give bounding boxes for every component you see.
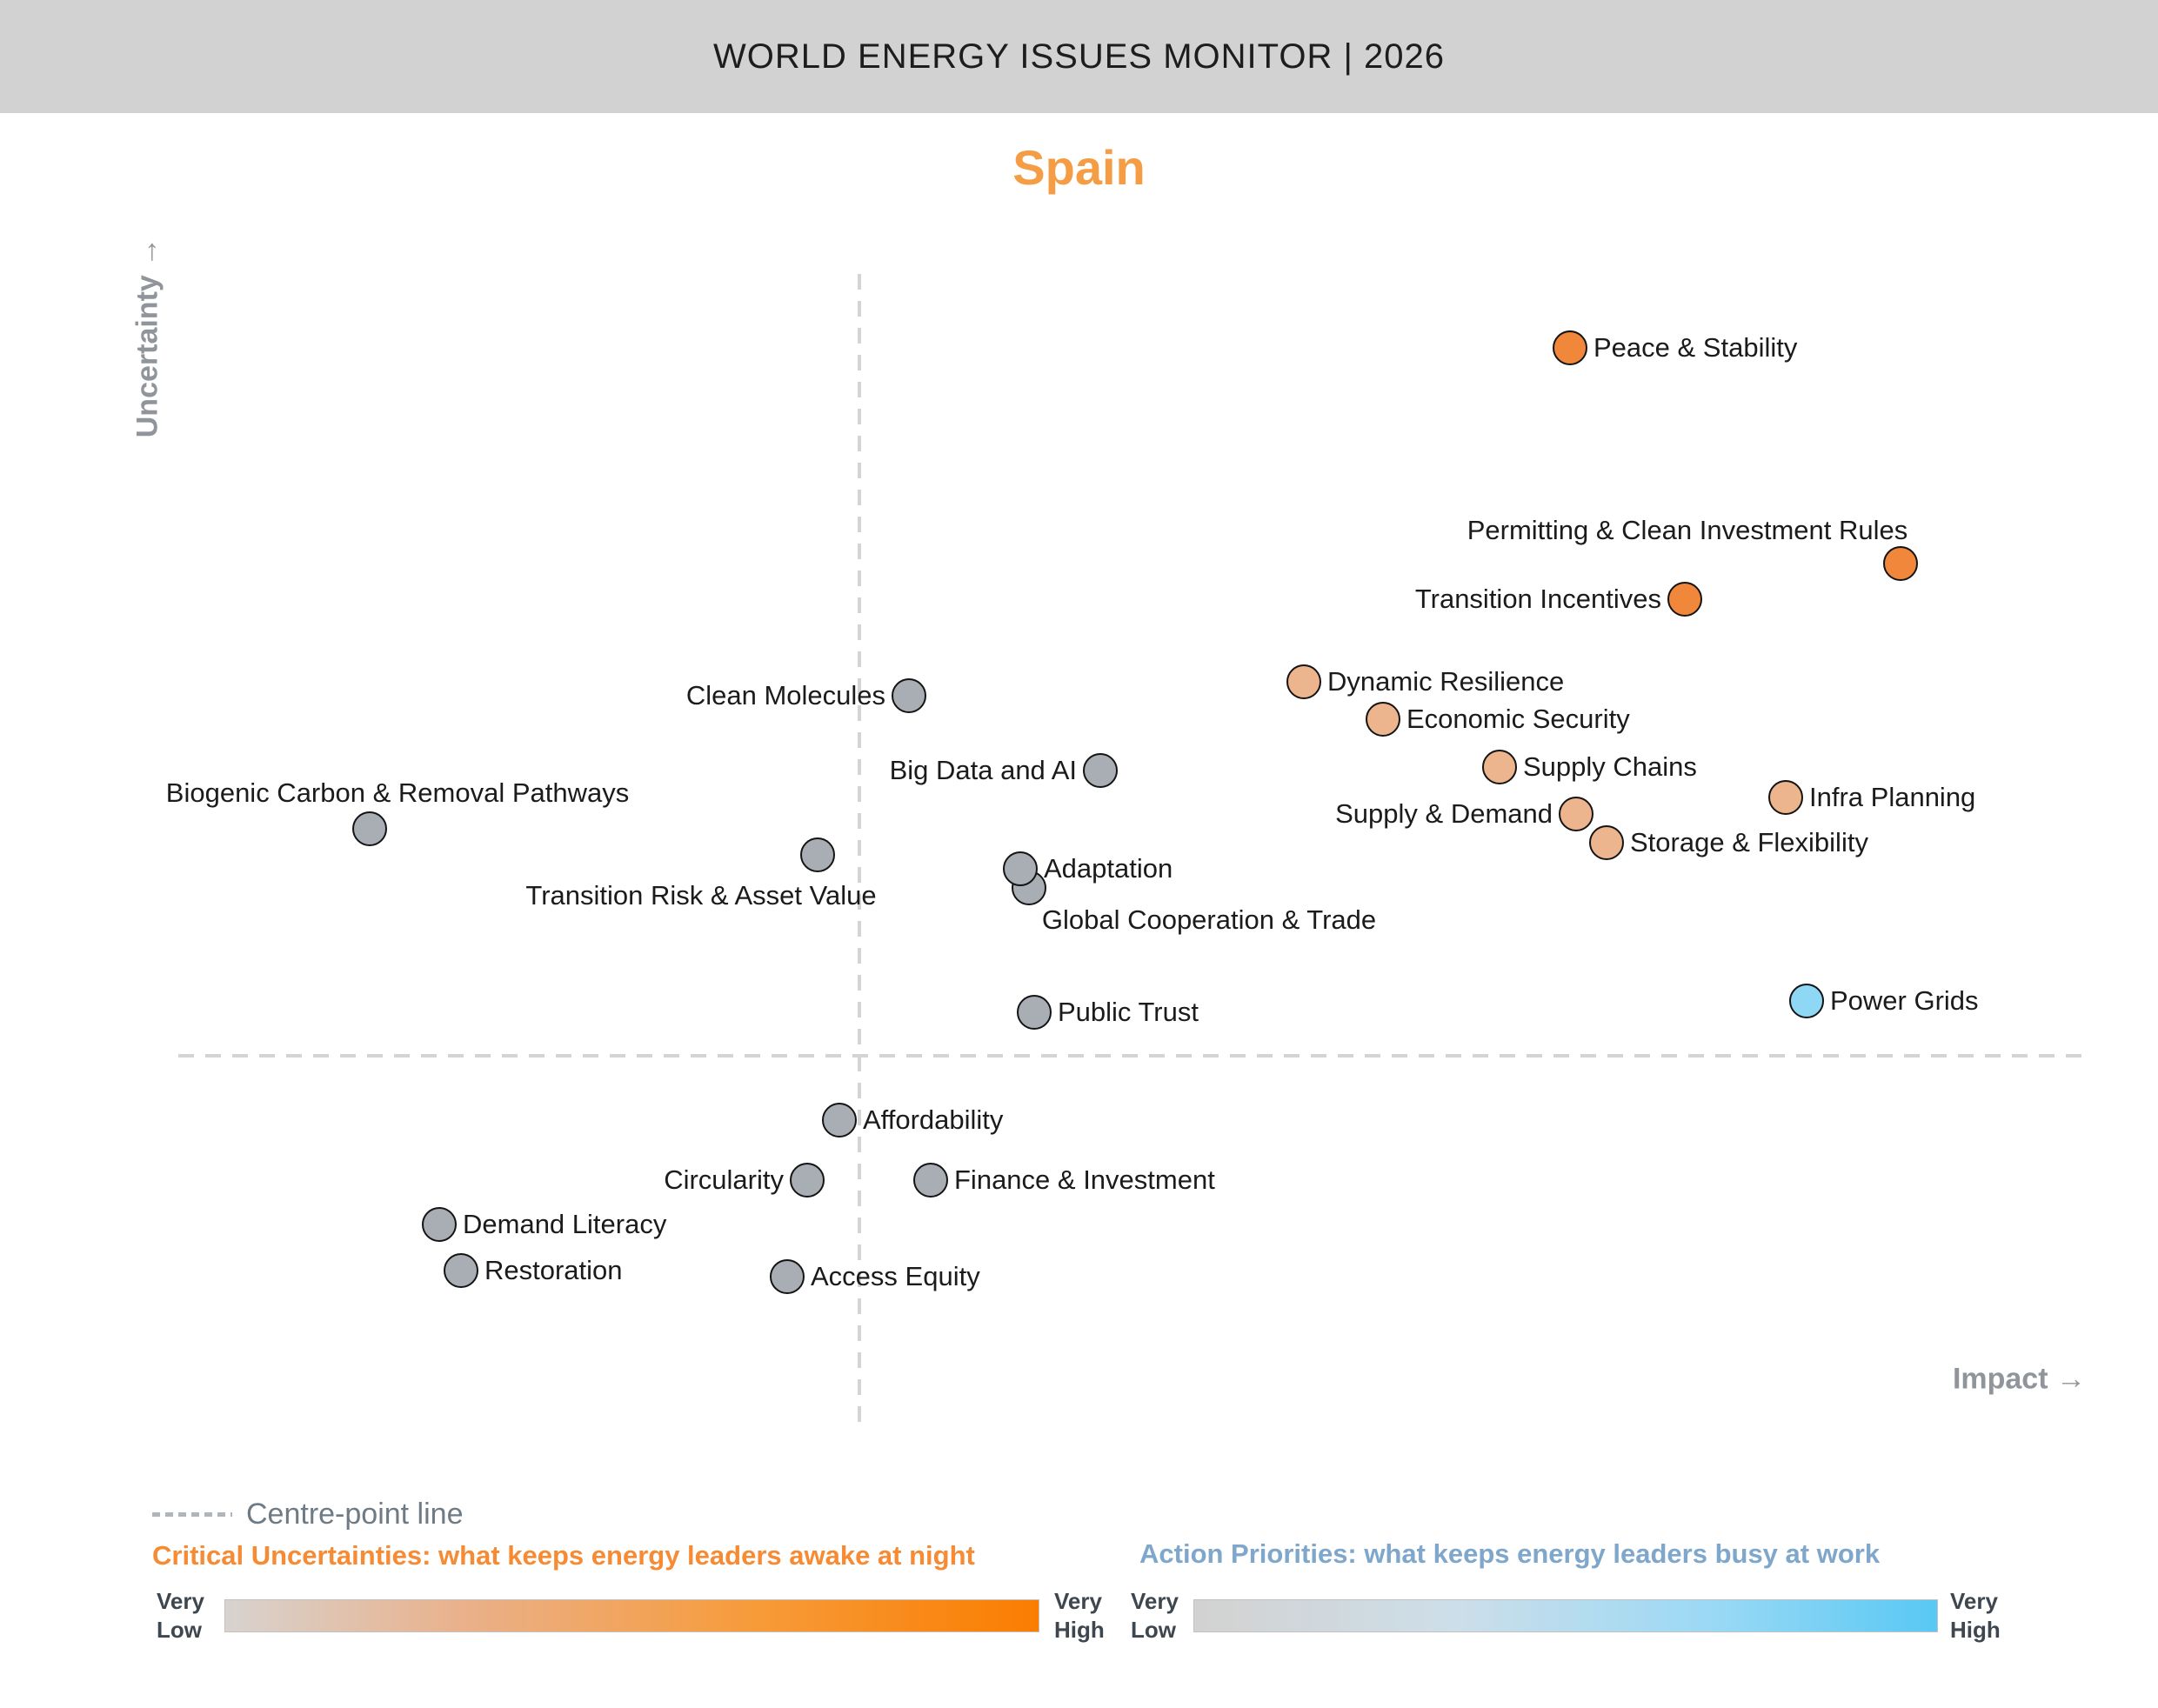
issue-label-clean-molecules: Clean Molecules	[685, 680, 885, 711]
issue-bubble-transition-incentives[interactable]	[1667, 582, 1702, 617]
issue-bubble-clean-molecules[interactable]	[892, 678, 926, 713]
issue-bubble-circularity[interactable]	[790, 1163, 825, 1198]
issue-bubble-permitting-clean-investment-rules[interactable]	[1883, 546, 1918, 581]
centre-point-dash-sample	[152, 1512, 232, 1517]
centre-line-vertical	[858, 274, 861, 1426]
issue-bubble-demand-literacy[interactable]	[422, 1207, 457, 1242]
issue-label-peace-stability: Peace & Stability	[1593, 332, 1798, 363]
centre-line-horizontal	[178, 1054, 2086, 1057]
issue-label-transition-risk-asset-value: Transition Risk & Asset Value	[525, 880, 877, 911]
issue-label-access-equity: Access Equity	[811, 1261, 980, 1291]
critical-scale-high-label: Very High	[1054, 1588, 1105, 1643]
issue-label-finance-investment: Finance & Investment	[954, 1164, 1215, 1195]
header-bar: WORLD ENERGY ISSUES MONITOR | 2026	[0, 0, 2158, 113]
issue-bubble-infra-planning[interactable]	[1768, 780, 1803, 815]
issue-label-big-data-and-ai: Big Data and AI	[889, 755, 1077, 785]
issue-label-demand-literacy: Demand Literacy	[463, 1209, 667, 1239]
issue-bubble-transition-risk-asset-value[interactable]	[800, 837, 835, 872]
action-priorities-heading: Action Priorities: what keeps energy lea…	[1139, 1538, 1881, 1569]
issue-label-supply-demand: Supply & Demand	[1335, 798, 1553, 829]
issue-label-storage-flexibility: Storage & Flexibility	[1630, 827, 1868, 857]
issue-label-permitting-clean-investment-rules: Permitting & Clean Investment Rules	[1467, 515, 1908, 545]
x-axis-label: Impact →	[1952, 1362, 2086, 1396]
issue-label-power-grids: Power Grids	[1830, 985, 1979, 1016]
issue-label-biogenic-carbon-removal-pathways: Biogenic Carbon & Removal Pathways	[165, 777, 630, 808]
issue-label-restoration: Restoration	[484, 1255, 623, 1285]
issue-bubble-power-grids[interactable]	[1789, 984, 1824, 1018]
action-gradient-bar	[1193, 1599, 1938, 1632]
critical-scale-low-label: Very Low	[157, 1588, 204, 1643]
issue-label-transition-incentives: Transition Incentives	[1414, 584, 1661, 614]
centre-point-legend: Centre-point line	[152, 1498, 463, 1531]
issue-bubble-finance-investment[interactable]	[913, 1163, 948, 1198]
issue-label-infra-planning: Infra Planning	[1809, 782, 1976, 812]
issue-bubble-peace-stability[interactable]	[1553, 330, 1587, 365]
critical-uncertainties-heading: Critical Uncertainties: what keeps energ…	[152, 1540, 975, 1571]
issue-bubble-adaptation[interactable]	[1003, 851, 1038, 886]
issue-label-circularity: Circularity	[664, 1164, 784, 1195]
issue-bubble-supply-demand[interactable]	[1559, 797, 1593, 831]
issue-label-economic-security: Economic Security	[1406, 704, 1630, 734]
issue-bubble-public-trust[interactable]	[1017, 995, 1052, 1030]
issue-label-global-cooperation-trade: Global Cooperation & Trade	[1041, 904, 1377, 935]
issue-bubble-supply-chains[interactable]	[1482, 750, 1517, 784]
action-scale-low-label: Very Low	[1131, 1588, 1179, 1643]
header-title: WORLD ENERGY ISSUES MONITOR | 2026	[713, 37, 1445, 76]
issue-bubble-restoration[interactable]	[444, 1253, 478, 1288]
action-scale-high-label: Very High	[1950, 1588, 2001, 1643]
critical-gradient-bar	[224, 1599, 1039, 1632]
issue-label-supply-chains: Supply Chains	[1523, 751, 1697, 782]
centre-point-label: Centre-point line	[246, 1498, 464, 1531]
issue-bubble-economic-security[interactable]	[1366, 702, 1400, 737]
issue-label-public-trust: Public Trust	[1058, 997, 1199, 1027]
issue-bubble-access-equity[interactable]	[770, 1259, 805, 1294]
y-axis-label: Uncertainty →	[130, 237, 164, 438]
issue-bubble-big-data-and-ai[interactable]	[1083, 753, 1118, 788]
page-title: Spain	[1012, 140, 1146, 195]
issue-label-affordability: Affordability	[863, 1104, 1004, 1135]
issue-bubble-biogenic-carbon-removal-pathways[interactable]	[352, 811, 387, 846]
issue-bubble-dynamic-resilience[interactable]	[1286, 664, 1321, 699]
issue-bubble-storage-flexibility[interactable]	[1589, 825, 1624, 860]
issue-bubble-affordability[interactable]	[822, 1103, 857, 1138]
issue-label-dynamic-resilience: Dynamic Resilience	[1327, 666, 1565, 697]
issue-label-adaptation: Adaptation	[1044, 853, 1173, 884]
